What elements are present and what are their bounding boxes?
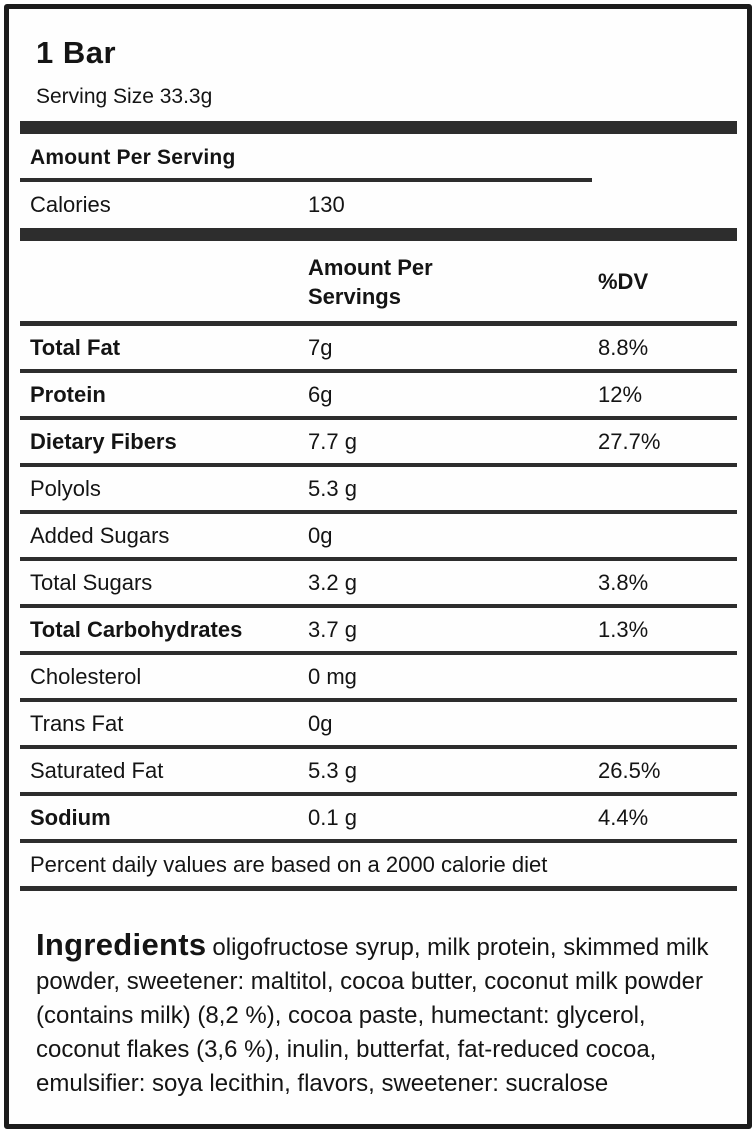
nutrient-amount: 7.7 g — [308, 428, 357, 454]
nutrient-name: Added Sugars — [30, 522, 170, 548]
nutrient-dv: 4.4% — [598, 804, 649, 830]
table-row-added-sugars: Added Sugars 0g — [20, 514, 737, 561]
nutrient-dv: 27.7% — [598, 428, 661, 454]
label-content: 1 Bar Serving Size 33.3g Amount Per Serv… — [20, 9, 737, 1101]
dv-column-header: %DV — [598, 269, 649, 294]
nutrient-dv: 1.3% — [598, 616, 649, 642]
nutrient-amount: 0 mg — [308, 663, 357, 689]
calories-row: Calories 130 — [20, 182, 737, 228]
nutrient-name: Saturated Fat — [30, 757, 164, 783]
divider-bar-thick — [20, 228, 737, 241]
table-row-total-fat: Total Fat 7g 8.8% — [20, 326, 737, 373]
nutrient-name: Total Carbohydrates — [30, 616, 243, 642]
table-row-cholesterol: Cholesterol 0 mg — [20, 655, 737, 702]
table-row-total-sugars: Total Sugars 3.2 g 3.8% — [20, 561, 737, 608]
nutrient-name: Total Sugars — [30, 569, 153, 595]
table-row-protein: Protein 6g 12% — [20, 373, 737, 420]
ingredients-paragraph: Ingredients oligofructose syrup, milk pro… — [20, 915, 737, 1101]
nutrient-dv: 26.5% — [598, 757, 661, 783]
table-row-trans-fat: Trans Fat 0g — [20, 702, 737, 749]
nutrient-amount: 0g — [308, 710, 333, 736]
serving-info-block: 1 Bar Serving Size 33.3g — [20, 9, 737, 121]
daily-values-footnote: Percent daily values are based on a 2000… — [20, 843, 737, 891]
nutrient-dv: 8.8% — [598, 334, 649, 360]
amount-column-header: Amount Per Servings — [308, 255, 433, 309]
table-header-row: Amount Per Servings %DV — [20, 241, 737, 326]
nutrient-name: Sodium — [30, 804, 111, 830]
amount-per-serving-heading: Amount Per Serving — [30, 146, 236, 169]
nutrient-name: Total Fat — [30, 334, 121, 360]
calories-value: 130 — [308, 192, 345, 217]
nutrient-name: Cholesterol — [30, 663, 142, 689]
nutrient-amount: 0g — [308, 522, 333, 548]
nutrient-name: Trans Fat — [30, 710, 124, 736]
nutrition-facts-label: 1 Bar Serving Size 33.3g Amount Per Serv… — [4, 4, 752, 1129]
nutrient-amount: 3.7 g — [308, 616, 357, 642]
nutrient-amount: 3.2 g — [308, 569, 357, 595]
table-row-total-carbohydrates: Total Carbohydrates 3.7 g 1.3% — [20, 608, 737, 655]
table-row-sodium: Sodium 0.1 g 4.4% — [20, 796, 737, 843]
nutrient-amount: 0.1 g — [308, 804, 357, 830]
nutrient-name: Polyols — [30, 475, 101, 501]
table-row-polyols: Polyols 5.3 g — [20, 467, 737, 514]
table-row-dietary-fibers: Dietary Fibers 7.7 g 27.7% — [20, 420, 737, 467]
nutrient-amount: 6g — [308, 381, 333, 407]
nutrient-name: Dietary Fibers — [30, 428, 177, 454]
amount-per-serving-underline — [20, 178, 592, 182]
divider-bar-thick — [20, 121, 737, 134]
nutrient-dv: 12% — [598, 381, 643, 407]
calories-label: Calories — [30, 192, 111, 217]
serving-unit-title: 1 Bar — [36, 35, 117, 70]
nutrient-amount: 7g — [308, 334, 333, 360]
ingredients-list-text: oligofructose syrup, milk protein, skimm… — [36, 934, 709, 1097]
nutrient-amount: 5.3 g — [308, 757, 357, 783]
table-row-saturated-fat: Saturated Fat 5.3 g 26.5% — [20, 749, 737, 796]
nutrient-dv: 3.8% — [598, 569, 649, 595]
ingredients-heading: Ingredients — [36, 927, 207, 962]
nutrient-amount: 5.3 g — [308, 475, 357, 501]
serving-size-text: Serving Size 33.3g — [36, 85, 213, 108]
nutrient-name: Protein — [30, 381, 106, 407]
